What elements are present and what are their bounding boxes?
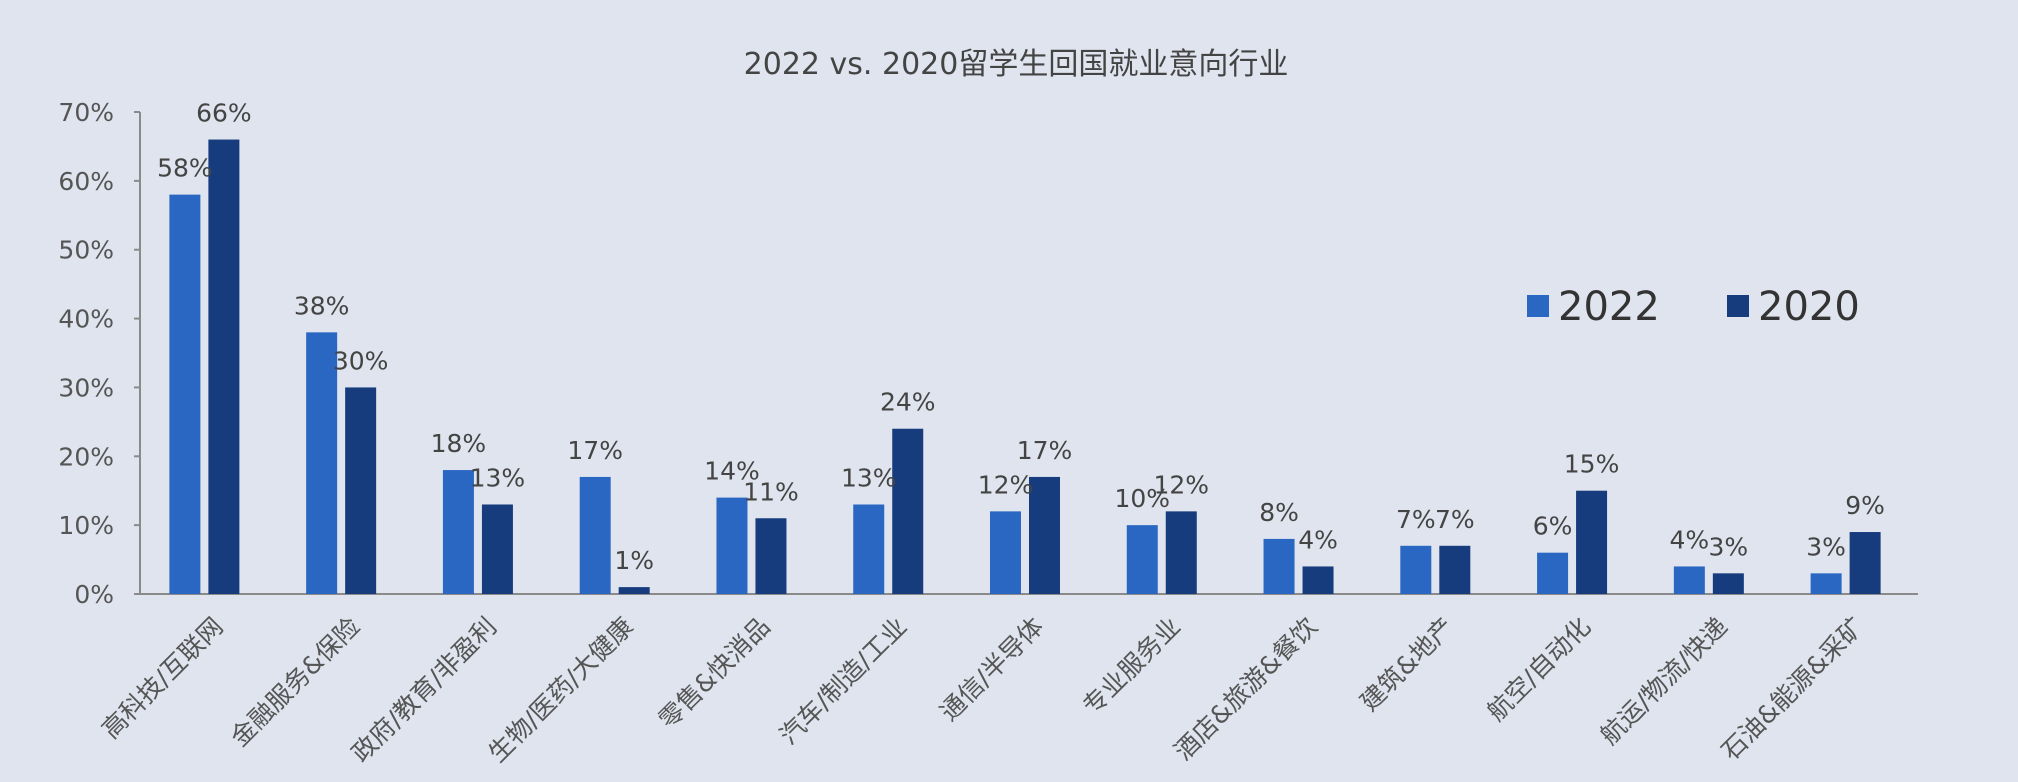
y-tick-label: 10% (58, 511, 114, 540)
axes: 0% 10% 20% 30% 40% 50% 60% 70% (58, 98, 1918, 609)
x-tick-label: 汽车/制造/工业 (774, 612, 912, 750)
data-label-2022: 14% (704, 457, 760, 486)
bar-2020 (1576, 490, 1608, 594)
bar-2020 (345, 387, 377, 594)
bar-2020 (1849, 532, 1881, 594)
data-label-2020: 13% (470, 463, 526, 492)
data-label-2022: 38% (294, 291, 350, 320)
y-tick-label: 0% (74, 580, 114, 609)
bar-2020 (1302, 566, 1334, 594)
y-tick-label: 20% (58, 442, 114, 471)
bar-2020 (1439, 545, 1471, 594)
data-label-2020: 24% (880, 388, 936, 417)
data-label-2020: 15% (1564, 450, 1620, 479)
bar-2022 (1400, 545, 1432, 594)
bar-2022 (716, 497, 748, 594)
data-label-2020: 66% (196, 99, 252, 128)
bar-2020 (1029, 476, 1060, 594)
bar-2020 (1165, 511, 1197, 594)
x-tick-label: 航运/物流/快递 (1595, 612, 1733, 750)
bar-2022 (1537, 552, 1569, 594)
data-label-2022: 17% (567, 436, 623, 465)
x-tick-label: 石油&能源&采矿 (1716, 612, 1870, 766)
bar-2022 (853, 504, 885, 594)
y-tick-label: 40% (58, 305, 114, 334)
legend: 2022 2020 (1527, 284, 1860, 330)
legend-swatch-2020 (1727, 295, 1749, 317)
data-label-2020: 3% (1709, 532, 1749, 561)
data-label-2022: 10% (1114, 484, 1170, 513)
data-label-2020: 17% (1017, 436, 1073, 465)
data-label-2020: 7% (1435, 505, 1475, 534)
legend-swatch-2022 (1527, 295, 1549, 317)
bar-2020 (755, 518, 787, 594)
bar-2020 (208, 139, 240, 595)
y-tick-label: 70% (58, 98, 114, 127)
bar-2020 (892, 428, 924, 594)
data-label-2022: 8% (1259, 498, 1299, 527)
data-labels: 58% 66% 38% 30% 18% 13% 17% 1% 14%11% 13% 24% 12% 17… (157, 99, 1885, 576)
x-tick-label: 生物/医药/大健康 (483, 612, 639, 768)
data-label-2022: 4% (1670, 525, 1710, 554)
data-label-2020: 4% (1298, 525, 1338, 554)
bar-2022 (1810, 573, 1842, 594)
bar-2020 (481, 504, 513, 594)
x-tick-label: 专业服务业 (1077, 612, 1186, 721)
legend-label-2020: 2020 (1758, 284, 1860, 330)
data-label-2022: 13% (841, 463, 897, 492)
y-tick-label: 30% (58, 373, 114, 402)
data-label-2020: 30% (333, 346, 389, 375)
data-label-2022: 3% (1806, 532, 1846, 561)
bar-2022 (169, 194, 201, 594)
bar-2022 (1263, 538, 1295, 594)
data-label-2020: 12% (1153, 470, 1209, 499)
bar-2022 (579, 476, 611, 594)
bar-2022 (442, 470, 474, 594)
bar-2020 (618, 587, 650, 594)
data-label-2020: 1% (614, 546, 654, 575)
x-tick-label: 零售&快消品 (653, 612, 776, 735)
x-tick-label: 酒店&旅游&餐饮 (1169, 612, 1323, 766)
x-tick-label: 金融服务&保险 (225, 612, 365, 752)
data-label-2020: 11% (743, 477, 799, 506)
data-label-2022: 18% (431, 429, 487, 458)
chart-title: 2022 vs. 2020留学生回国就业意向行业 (744, 47, 1289, 82)
x-tick-label: 航空/自动化 (1481, 612, 1596, 727)
data-label-2020: 9% (1845, 491, 1885, 520)
x-tick-label: 建筑&地产 (1355, 612, 1460, 717)
y-tick-label: 60% (58, 167, 114, 196)
data-label-2022: 6% (1533, 512, 1573, 541)
bar-2020 (1712, 573, 1744, 594)
y-tick-label: 50% (58, 236, 114, 265)
x-tick-label: 通信/半导体 (934, 612, 1049, 727)
bar-2022 (1126, 525, 1158, 594)
x-tick-label: 高科技/互联网 (96, 612, 229, 745)
data-label-2022: 12% (978, 470, 1034, 499)
data-label-2022: 7% (1396, 505, 1436, 534)
bar-2022 (990, 511, 1021, 594)
bar-2022 (1673, 566, 1705, 594)
bar-2022 (306, 332, 338, 594)
bars (169, 139, 1881, 595)
x-tick-label: 政府/教育/非盈利 (346, 612, 502, 768)
data-label-2022: 58% (157, 154, 213, 183)
legend-label-2022: 2022 (1558, 284, 1660, 330)
